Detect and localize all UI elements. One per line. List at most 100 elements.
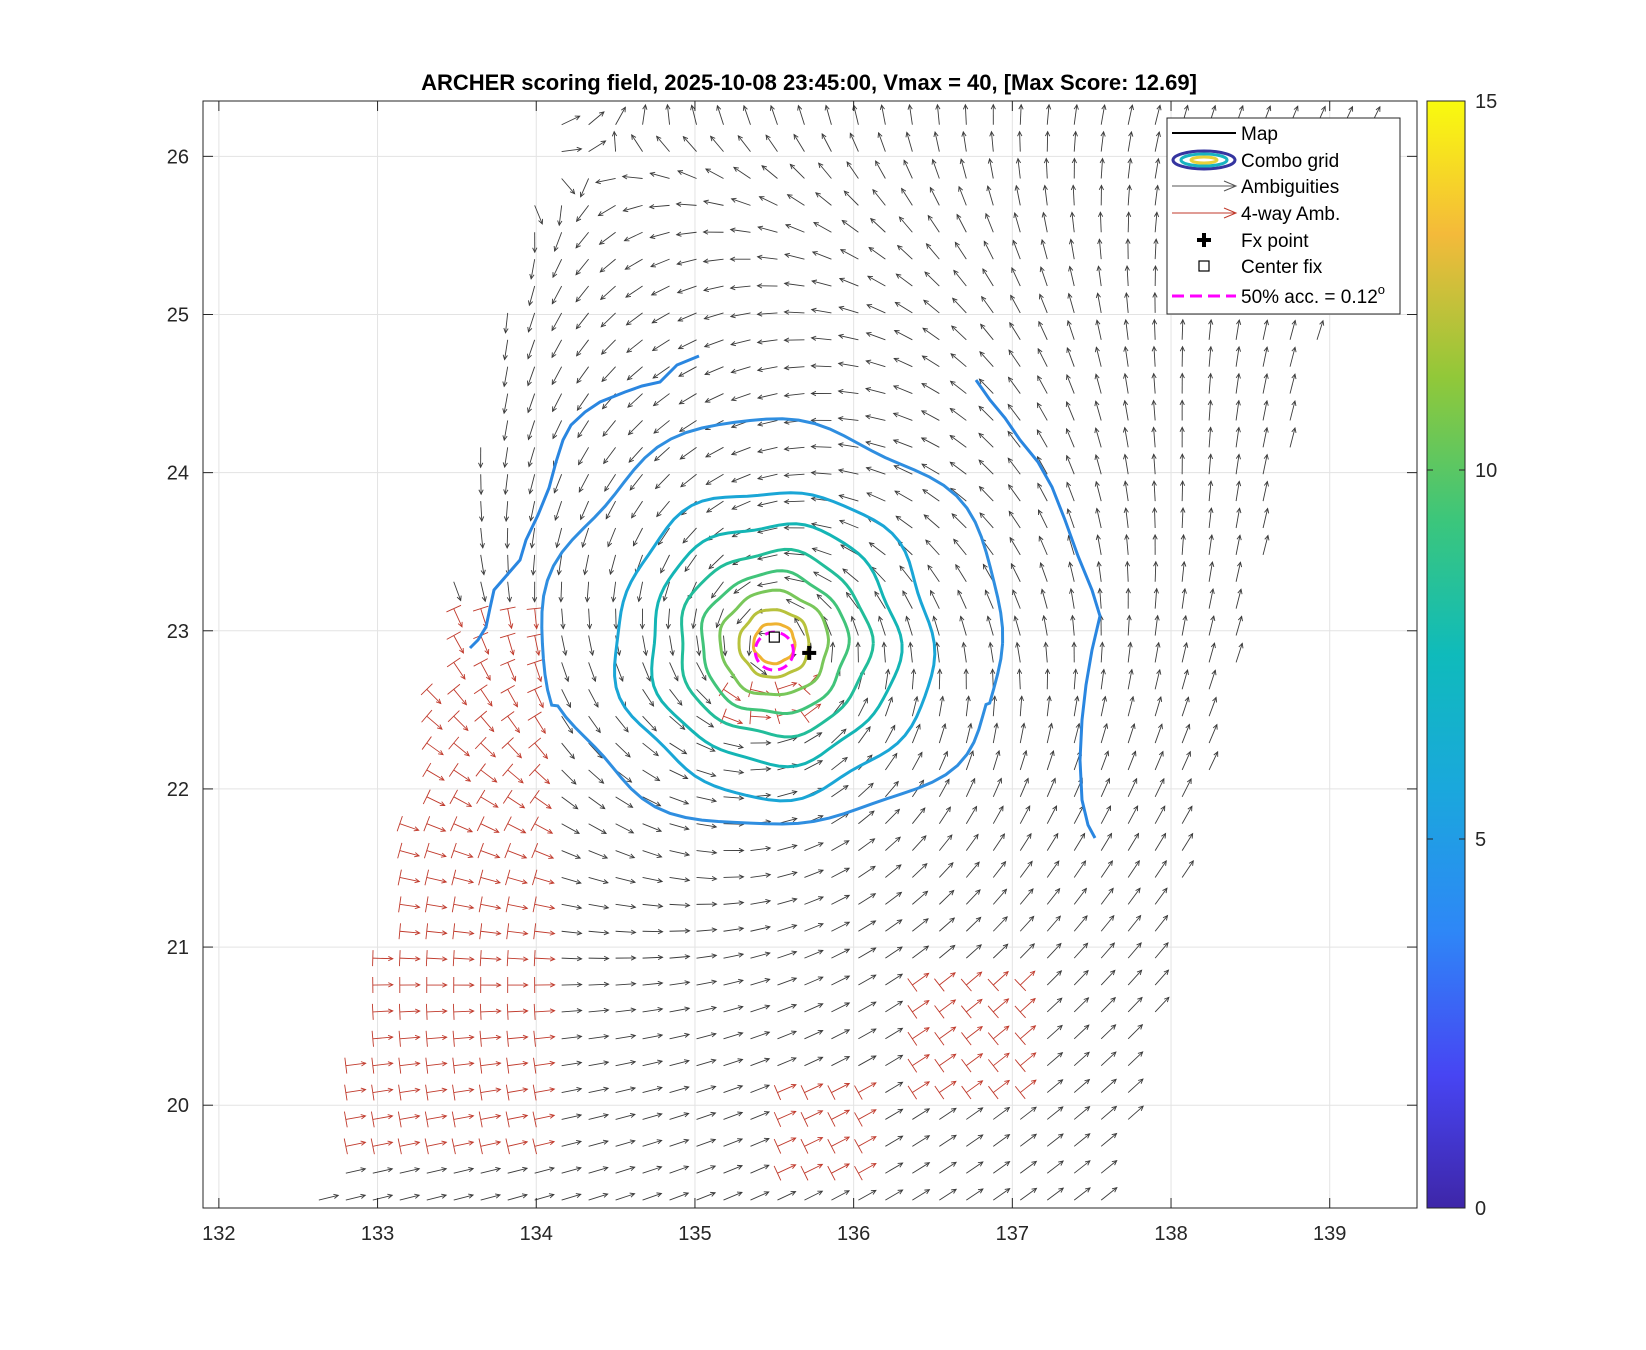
arrow-head xyxy=(601,376,607,383)
arrow-shaft xyxy=(691,105,697,125)
arrow-head xyxy=(603,904,610,910)
ambiguity-arrow xyxy=(777,1191,797,1201)
ambiguity-arrow xyxy=(750,1084,771,1093)
four-way-ambiguity-arrow xyxy=(372,977,394,994)
arrow-head xyxy=(1004,1052,1010,1059)
arrow-head xyxy=(922,327,929,333)
arrow-perpendicular xyxy=(1014,1086,1026,1100)
arrow-shaft xyxy=(912,1054,930,1067)
ambiguity-arrow xyxy=(696,1005,718,1013)
arrow-shaft xyxy=(372,1194,393,1201)
arrow-shaft xyxy=(911,752,923,771)
ambiguity-arrow xyxy=(1066,374,1075,394)
ambiguity-arrow xyxy=(910,668,917,690)
arrow-head xyxy=(925,243,932,249)
ambiguity-arrow xyxy=(1154,157,1161,179)
arrow-head xyxy=(710,592,717,599)
arrow-head xyxy=(575,269,581,276)
arrow-head xyxy=(1025,805,1031,812)
ambiguity-arrow xyxy=(1019,722,1026,744)
arrow-perpendicular xyxy=(532,1111,537,1128)
arrow-head xyxy=(737,1084,744,1090)
x-tick-label: 133 xyxy=(361,1223,394,1245)
arrow-head xyxy=(1071,157,1077,164)
arrow-head xyxy=(1056,997,1063,1004)
arrow-shaft xyxy=(399,1194,420,1201)
arrow-shaft xyxy=(906,132,913,152)
arrow-head xyxy=(1094,480,1100,487)
arrow-shaft xyxy=(426,742,444,756)
arrow-shaft xyxy=(987,186,994,206)
ambiguity-arrow xyxy=(1154,914,1169,932)
ambiguity-arrow xyxy=(1013,615,1021,636)
ambiguity-arrow xyxy=(669,769,689,780)
ambiguity-arrow xyxy=(949,461,967,475)
arrow-shaft xyxy=(507,1167,528,1174)
arrow-head xyxy=(1071,641,1077,648)
four-way-ambiguity-arrow xyxy=(506,950,529,967)
arrow-head xyxy=(949,380,956,386)
arrow-head xyxy=(937,668,943,675)
arrow-perpendicular xyxy=(446,657,461,668)
ambiguity-arrow xyxy=(831,867,851,878)
ambiguity-arrow xyxy=(1100,1051,1117,1067)
ambiguity-arrow xyxy=(478,474,484,496)
arrow-head xyxy=(630,1086,637,1092)
arrow-shaft xyxy=(1019,778,1029,798)
arrow-shaft xyxy=(561,903,582,909)
arrow-head xyxy=(870,893,877,899)
ambiguity-arrow xyxy=(669,1138,690,1147)
arrow-head xyxy=(1207,453,1213,460)
arrow-perpendicular xyxy=(500,658,516,666)
ambiguity-arrow xyxy=(642,1059,664,1067)
ambiguity-arrow xyxy=(1073,942,1089,959)
arrow-shaft xyxy=(885,1108,903,1120)
legend-fx-point-label: Fx point xyxy=(1241,231,1309,252)
arrow-head xyxy=(763,1137,770,1143)
arrow-shaft xyxy=(885,1054,903,1067)
arrow-head xyxy=(572,804,579,810)
arrow-head xyxy=(527,326,533,333)
ambiguity-arrow xyxy=(480,554,486,576)
arrow-head xyxy=(737,978,744,984)
arrow-shaft xyxy=(784,253,805,260)
arrow-head xyxy=(1104,750,1110,757)
arrow-shaft xyxy=(588,1087,609,1093)
arrow-head xyxy=(1029,970,1036,977)
arrow-shaft xyxy=(1073,888,1087,905)
arrow-head xyxy=(649,233,656,239)
arrow-shaft xyxy=(426,1168,447,1174)
ambiguity-arrow xyxy=(372,1193,394,1201)
ambiguity-arrow xyxy=(669,1165,690,1174)
arrow-shaft xyxy=(372,1036,393,1040)
arrow-head xyxy=(1094,373,1100,380)
arrow-head xyxy=(924,1081,931,1087)
ambiguity-arrow xyxy=(702,199,724,206)
arrow-shaft xyxy=(716,105,724,125)
arrow-shaft xyxy=(1208,427,1212,448)
arrow-head xyxy=(387,1193,394,1199)
arrow-shaft xyxy=(1100,970,1116,986)
arrow-shaft xyxy=(1235,508,1241,529)
arrow-shaft xyxy=(345,1168,366,1174)
arrow-head xyxy=(711,797,718,803)
arrow-head xyxy=(651,346,658,352)
arrow-head xyxy=(549,1140,556,1146)
ambiguity-arrow xyxy=(831,1002,851,1013)
arrow-head xyxy=(1106,805,1112,812)
ambiguity-arrow xyxy=(783,499,805,505)
arrow-head xyxy=(1126,211,1132,218)
arrow-shaft xyxy=(885,753,898,771)
arrow-head xyxy=(870,920,877,926)
arrow-head xyxy=(1039,561,1045,568)
arrow-shaft xyxy=(615,1166,635,1174)
arrow-head xyxy=(1183,669,1189,676)
arrow-head xyxy=(414,956,421,962)
arrow-shaft xyxy=(831,867,850,878)
arrow-head xyxy=(504,543,510,550)
arrow-shaft xyxy=(669,1086,689,1093)
ambiguity-arrow xyxy=(938,806,951,824)
arrow-shaft xyxy=(507,1062,528,1067)
arrow-shaft xyxy=(642,1034,663,1040)
arrow-head xyxy=(656,1139,663,1145)
